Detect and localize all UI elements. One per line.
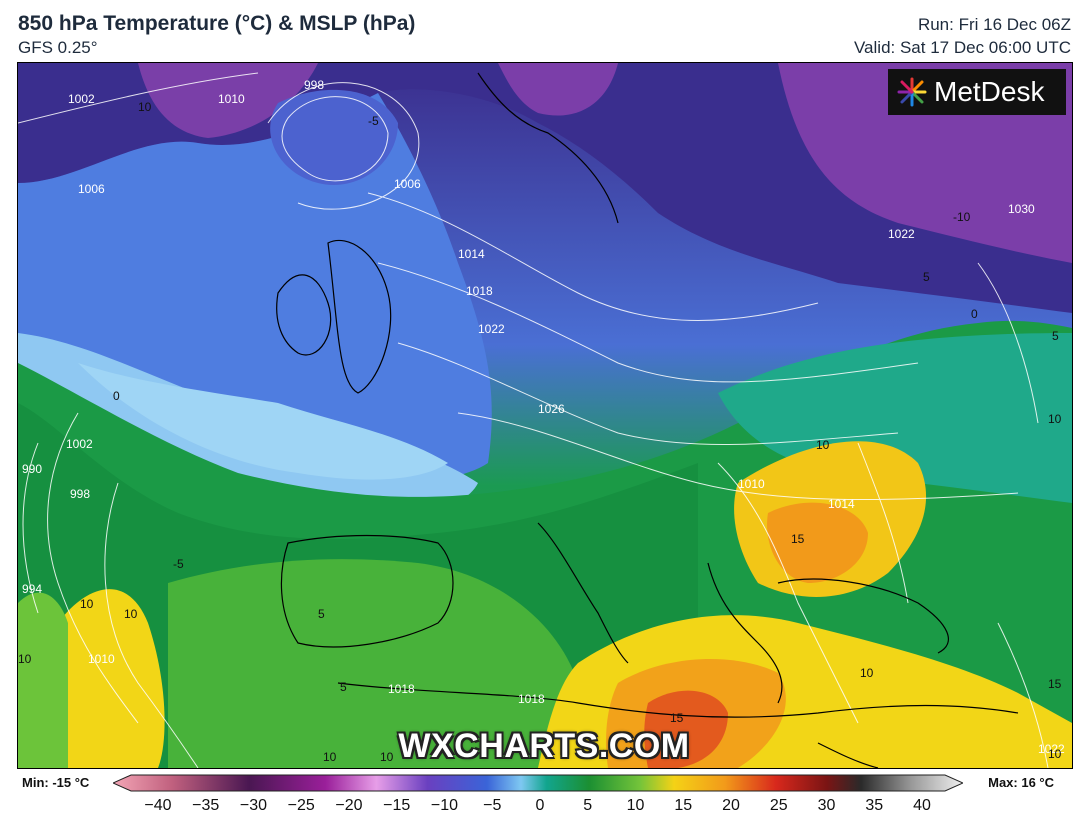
scale-tick-label: −25 xyxy=(287,797,315,814)
isobar-label: 1026 xyxy=(538,402,565,416)
isotherm-label: 5 xyxy=(340,680,347,694)
scale-tick-label: −35 xyxy=(192,797,220,814)
legend-max: Max: 16 °C xyxy=(988,775,1054,790)
isobar-label: 1030 xyxy=(1008,202,1035,216)
chart-title: 850 hPa Temperature (°C) & MSLP (hPa) xyxy=(18,12,416,35)
scale-tick-label: 30 xyxy=(817,797,836,814)
isotherm-label: -5 xyxy=(173,557,184,571)
scale-tick-label: 10 xyxy=(626,797,645,814)
isobar-label: 1010 xyxy=(738,477,765,491)
scale-tick-label: −10 xyxy=(430,797,459,814)
isotherm-label: 10 xyxy=(1048,412,1062,426)
weather-map[interactable]: 998 1002 1006 1010 1014 1018 1022 1026 1… xyxy=(17,62,1073,769)
isobar-label: 1010 xyxy=(88,652,115,666)
isobar-label: 1014 xyxy=(458,247,485,261)
scale-tick-label: 40 xyxy=(913,797,931,814)
isobar-label: 1018 xyxy=(466,284,493,298)
temperature-field: 998 1002 1006 1010 1014 1018 1022 1026 1… xyxy=(18,63,1072,768)
isotherm-label: 10 xyxy=(816,438,830,452)
scale-tick-label: 20 xyxy=(722,797,740,814)
isotherm-label: 10 xyxy=(860,666,874,680)
isotherm-label: 10 xyxy=(138,100,152,114)
model-label: GFS 0.25° xyxy=(18,38,98,57)
isotherm-label: 10 xyxy=(80,597,94,611)
isotherm-label: 15 xyxy=(1048,677,1062,691)
scale-tick-label: −40 xyxy=(144,797,172,814)
isobar-label: 998 xyxy=(304,78,324,92)
isobar-label: 1018 xyxy=(518,692,545,706)
isotherm-label: 5 xyxy=(318,607,325,621)
isotherm-label: -5 xyxy=(368,114,379,128)
isobar-label: 1022 xyxy=(888,227,915,241)
isotherm-label: 0 xyxy=(113,389,120,403)
run-time: Run: Fri 16 Dec 06Z xyxy=(917,15,1071,34)
isobar-label: 1002 xyxy=(66,437,93,451)
scale-tick-label: −20 xyxy=(335,797,363,814)
legend-min: Min: -15 °C xyxy=(22,775,90,790)
scale-tick-label: −15 xyxy=(383,797,411,814)
isotherm-label: 5 xyxy=(923,270,930,284)
isobar-label: 990 xyxy=(22,462,42,476)
isotherm-label: 15 xyxy=(670,711,684,725)
metdesk-logo-icon xyxy=(897,77,927,107)
isotherm-label: 0 xyxy=(971,307,978,321)
scale-tick-label: 0 xyxy=(535,797,545,814)
metdesk-logo: MetDesk xyxy=(888,69,1066,115)
color-scale xyxy=(113,774,963,792)
isotherm-label: 15 xyxy=(791,532,805,546)
isobar-label: 1018 xyxy=(388,682,415,696)
scale-tick-label: 25 xyxy=(769,797,788,814)
scale-tick-label: −5 xyxy=(483,797,502,814)
isobar-label: 1022 xyxy=(478,322,505,336)
isobar-label: 1010 xyxy=(218,92,245,106)
isotherm-label: -10 xyxy=(953,210,971,224)
isobar-label: 1022 xyxy=(1038,742,1065,756)
isobar-label: 1014 xyxy=(828,497,855,511)
isotherm-label: 5 xyxy=(1052,329,1059,343)
isobar-label: 1006 xyxy=(394,177,421,191)
brand-name: MetDesk xyxy=(934,76,1045,107)
scale-tick-label: −30 xyxy=(239,797,268,814)
scale-tick-label: 5 xyxy=(583,797,593,814)
isobar-label: 998 xyxy=(70,487,90,501)
isobar-label: 994 xyxy=(22,582,42,596)
isotherm-label: 10 xyxy=(18,652,32,666)
isotherm-label: 10 xyxy=(1048,747,1062,761)
isobar-label: 1002 xyxy=(68,92,95,106)
isotherm-label: 10 xyxy=(380,750,394,764)
valid-time: Valid: Sat 17 Dec 06:00 UTC xyxy=(853,38,1071,57)
scale-tick-label: 15 xyxy=(674,797,693,814)
isotherm-label: 10 xyxy=(124,607,138,621)
isobar-label: 1006 xyxy=(78,182,105,196)
isotherm-label: 10 xyxy=(323,750,337,764)
scale-tick-label: 35 xyxy=(865,797,884,814)
